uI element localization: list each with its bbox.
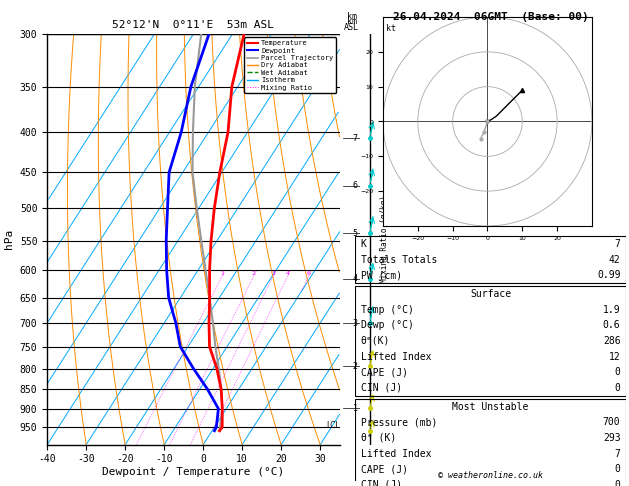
Text: CAPE (J): CAPE (J) <box>361 367 408 377</box>
Bar <box>355 399 626 486</box>
Text: km: km <box>347 17 357 26</box>
Text: 3: 3 <box>353 318 358 328</box>
Text: LCL: LCL <box>326 420 340 430</box>
Text: 286: 286 <box>603 336 620 346</box>
Text: K: K <box>361 239 367 249</box>
Text: Dewp (°C): Dewp (°C) <box>361 320 414 330</box>
Text: CIN (J): CIN (J) <box>361 383 402 393</box>
Text: 0: 0 <box>615 480 620 486</box>
Text: 7: 7 <box>353 134 358 142</box>
Text: Lifted Index: Lifted Index <box>361 351 431 362</box>
Text: CAPE (J): CAPE (J) <box>361 464 408 474</box>
Text: 26.04.2024  06GMT  (Base: 00): 26.04.2024 06GMT (Base: 00) <box>392 12 589 22</box>
Text: 42: 42 <box>609 255 620 264</box>
Text: Pressure (mb): Pressure (mb) <box>361 417 437 427</box>
Text: Surface: Surface <box>470 289 511 299</box>
Text: km
ASL: km ASL <box>344 12 359 32</box>
Text: Temp (°C): Temp (°C) <box>361 305 414 314</box>
Text: 4: 4 <box>353 275 358 283</box>
Text: θᵉ (K): θᵉ (K) <box>361 433 396 443</box>
Text: 1: 1 <box>220 271 224 276</box>
Bar <box>355 286 626 396</box>
Text: 4: 4 <box>286 271 290 276</box>
X-axis label: Dewpoint / Temperature (°C): Dewpoint / Temperature (°C) <box>103 467 284 477</box>
Text: kt: kt <box>386 24 396 33</box>
Text: Most Unstable: Most Unstable <box>452 401 529 412</box>
Text: © weatheronline.co.uk: © weatheronline.co.uk <box>438 471 543 480</box>
Text: 2: 2 <box>252 271 256 276</box>
Text: 1.9: 1.9 <box>603 305 620 314</box>
Y-axis label: hPa: hPa <box>4 229 14 249</box>
Text: 293: 293 <box>603 433 620 443</box>
Text: PW (cm): PW (cm) <box>361 270 402 280</box>
Text: 6: 6 <box>353 181 358 190</box>
Text: 0: 0 <box>615 367 620 377</box>
Text: 3: 3 <box>271 271 276 276</box>
Text: 700: 700 <box>603 417 620 427</box>
Text: 6: 6 <box>307 271 311 276</box>
Text: 12: 12 <box>609 351 620 362</box>
Bar <box>355 236 626 283</box>
Text: 7: 7 <box>615 239 620 249</box>
Text: 7: 7 <box>615 449 620 459</box>
Legend: Temperature, Dewpoint, Parcel Trajectory, Dry Adiabat, Wet Adiabat, Isotherm, Mi: Temperature, Dewpoint, Parcel Trajectory… <box>245 37 336 93</box>
Text: 5: 5 <box>353 229 358 238</box>
Text: 0: 0 <box>615 383 620 393</box>
Text: 0: 0 <box>615 464 620 474</box>
Text: 2: 2 <box>353 362 358 371</box>
Text: CIN (J): CIN (J) <box>361 480 402 486</box>
Text: 1: 1 <box>353 404 358 413</box>
Title: 52°12'N  0°11'E  53m ASL: 52°12'N 0°11'E 53m ASL <box>113 20 274 31</box>
Text: Lifted Index: Lifted Index <box>361 449 431 459</box>
Text: 0.99: 0.99 <box>597 270 620 280</box>
Text: θᵉ(K): θᵉ(K) <box>361 336 390 346</box>
Text: Mixing Ratio (g/kg): Mixing Ratio (g/kg) <box>381 195 389 283</box>
Text: 0.6: 0.6 <box>603 320 620 330</box>
Text: Totals Totals: Totals Totals <box>361 255 437 264</box>
